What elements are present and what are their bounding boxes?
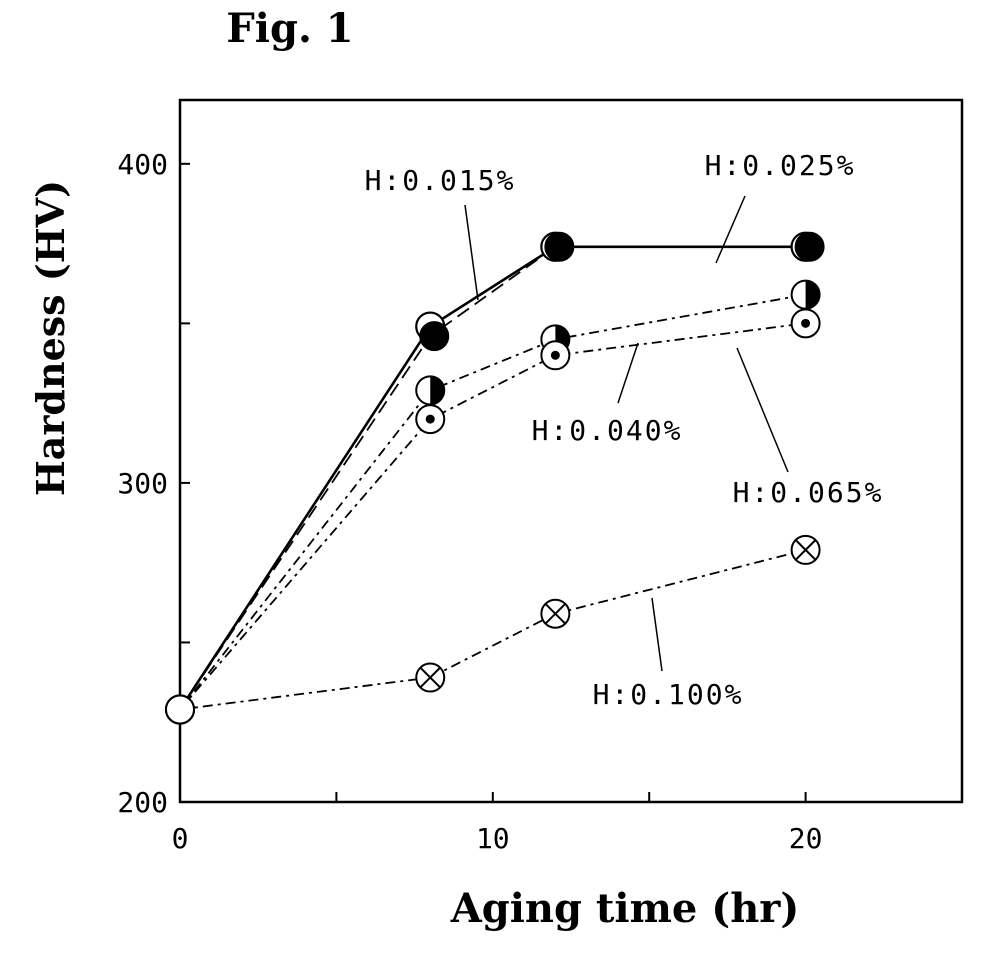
marker-dotted-circle [416,405,444,433]
marker-dotted-circle [792,309,820,337]
x-tick-label: 10 [476,822,510,855]
series-annotation-2: H:0.040% [532,414,683,447]
series-line-0 [180,247,806,710]
series-annotation-3: H:0.065% [733,476,884,509]
leader-line-4 [652,598,662,671]
plot-frame [180,100,962,802]
marker-dotted-circle [541,341,569,369]
y-axis-label: Hardness (HV) [28,180,73,496]
marker-filled-circle [545,233,573,261]
x-axis-tick-labels: 0 10 20 [172,822,823,855]
marker-dot [551,351,560,360]
marker-body [420,322,448,350]
x-axis-label: Aging time (hr) [450,885,800,932]
marker-body [545,233,573,261]
series-annotation-4: H:0.100% [593,678,744,711]
y-axis-tick-labels: 200 300 400 [117,148,168,819]
series-markers [166,233,824,724]
x-axis-ticks [180,792,962,802]
leader-line-3 [737,348,788,472]
marker-half [430,376,444,404]
marker-half [806,281,820,309]
series-annotation-1: H:0.025% [705,149,856,182]
series-lines [180,247,806,710]
series-line-3 [180,323,806,709]
x-tick-label: 20 [789,822,823,855]
series-line-2 [180,295,806,710]
series-annotation-0: H:0.015% [365,164,516,197]
marker-dot [801,319,810,328]
marker-half-filled-circle [792,281,820,309]
x-tick-label: 0 [172,822,189,855]
leader-line-2 [618,343,638,403]
leader-line-1 [716,196,745,263]
marker-crossed-circle [541,600,569,628]
marker-dot [426,415,435,424]
figure-label: Fig. 1 [226,5,353,52]
series-line-1 [180,247,806,710]
marker-crossed-circle [416,664,444,692]
leader-line-0 [465,205,478,300]
y-tick-label: 400 [117,148,168,181]
marker-crossed-circle [792,536,820,564]
y-tick-label: 200 [117,786,168,819]
marker-crossed-circle [166,695,194,723]
marker-half-filled-circle [416,376,444,404]
marker-filled-circle [796,233,824,261]
marker-body [796,233,824,261]
y-tick-label: 300 [117,467,168,500]
marker-filled-circle [420,322,448,350]
marker-body [166,695,194,723]
